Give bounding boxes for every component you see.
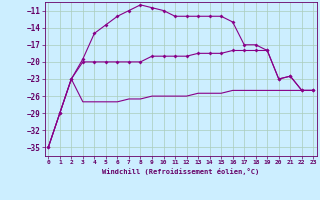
X-axis label: Windchill (Refroidissement éolien,°C): Windchill (Refroidissement éolien,°C) xyxy=(102,168,260,175)
